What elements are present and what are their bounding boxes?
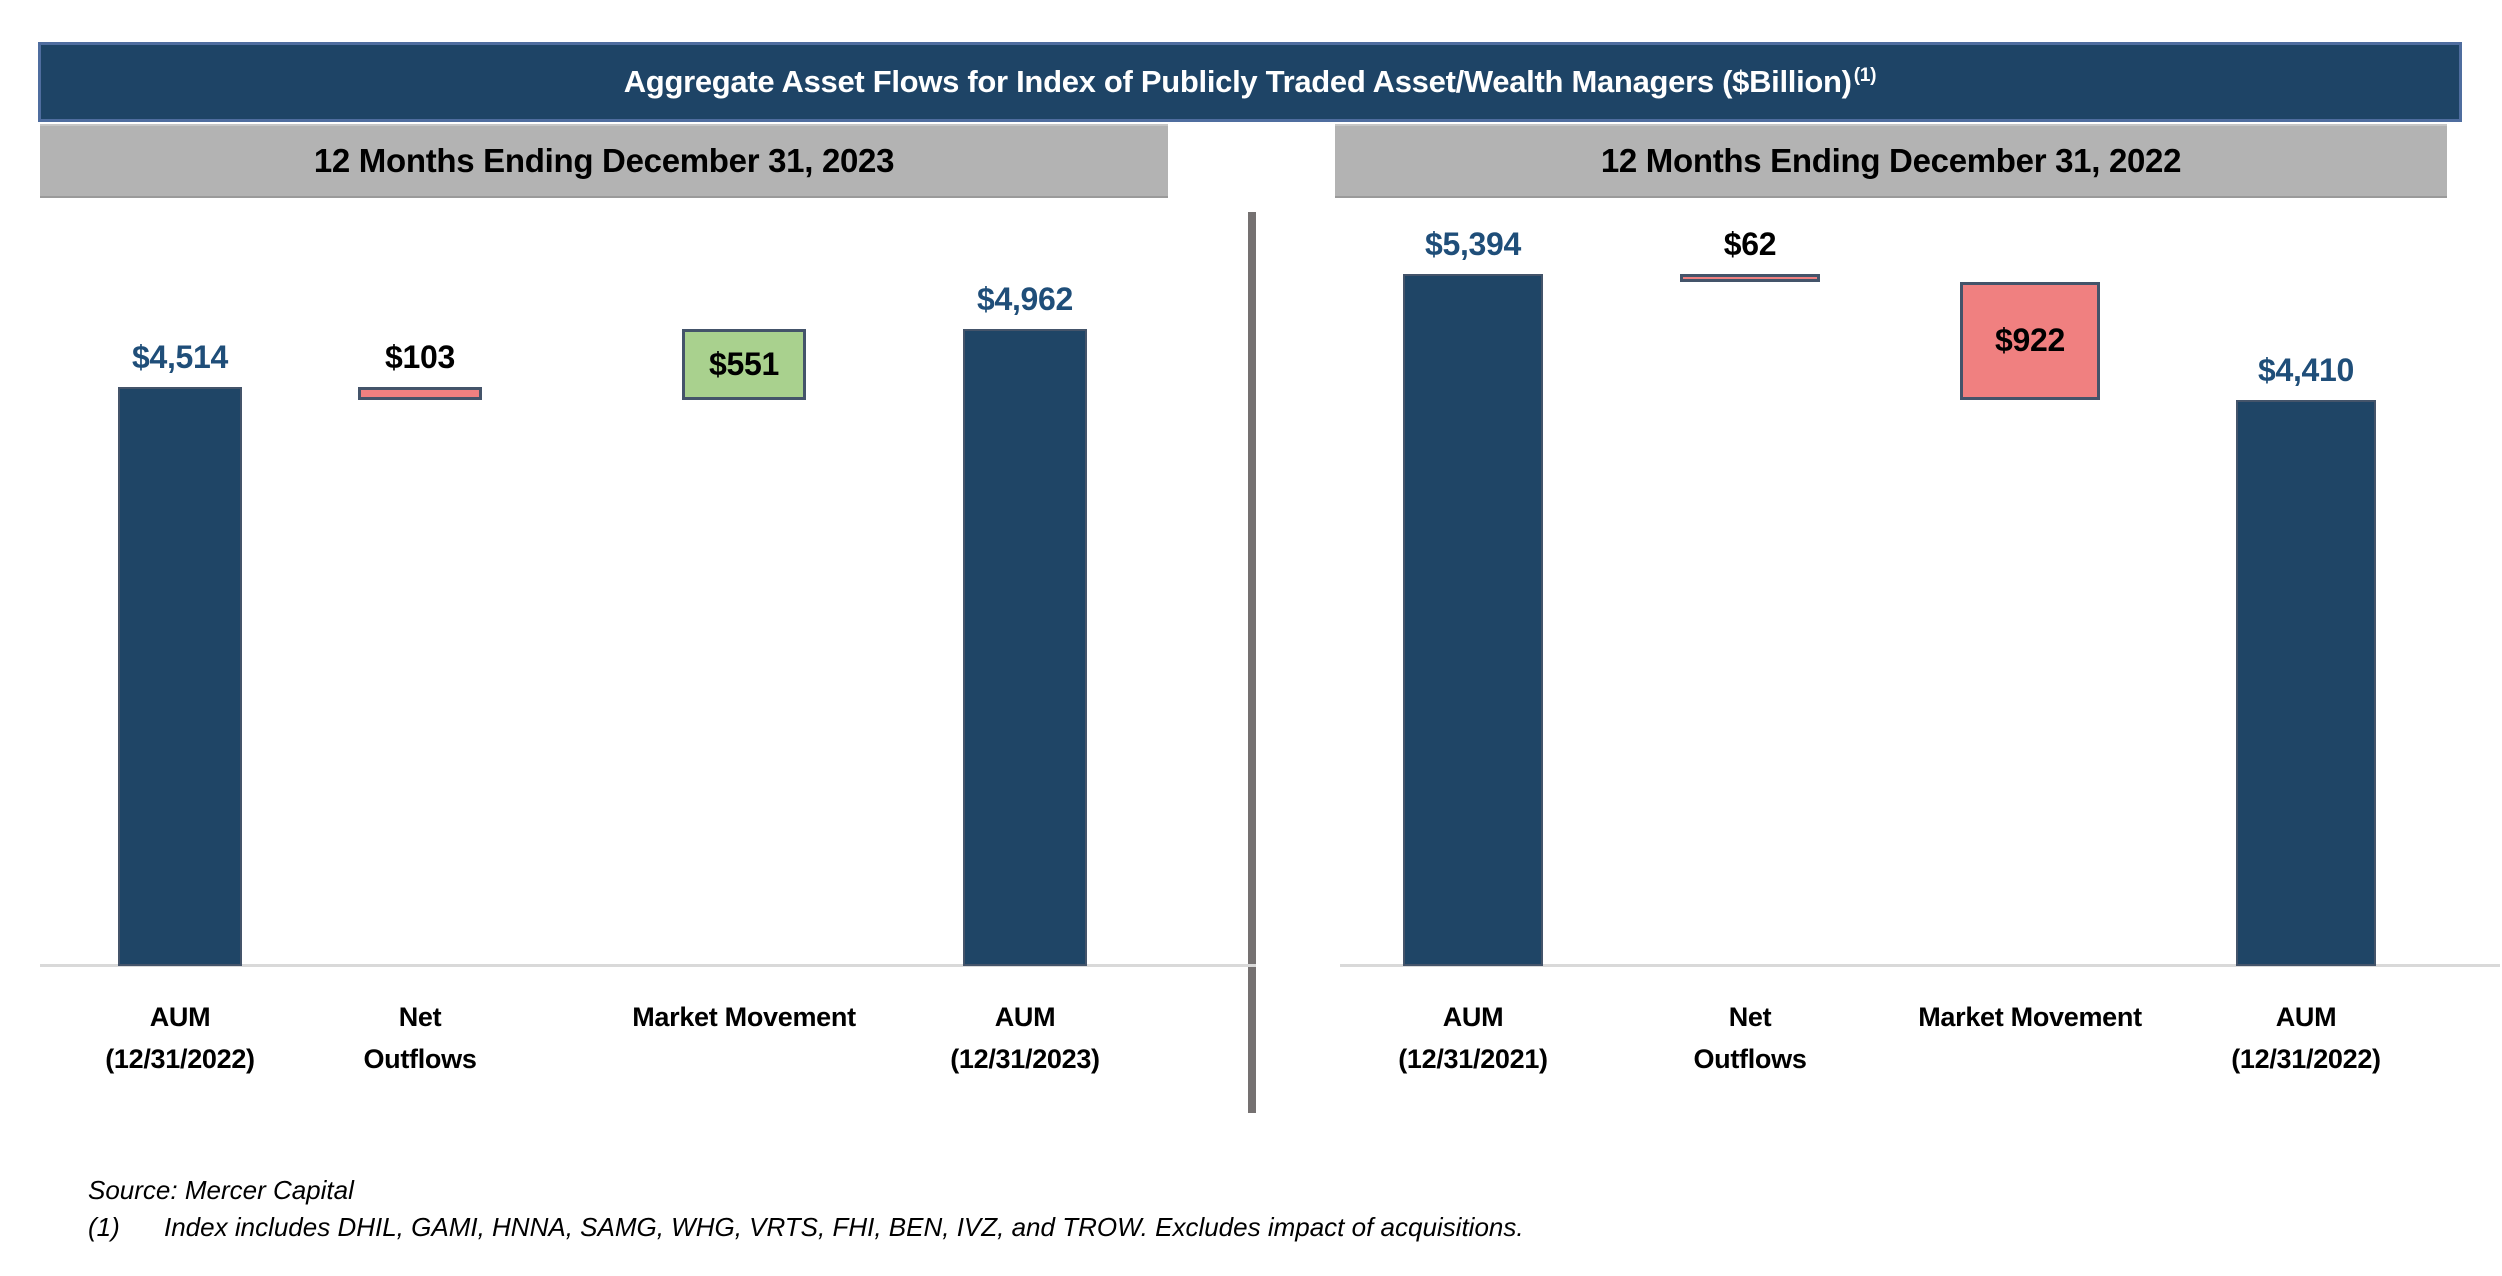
- bar-aum-12-31-2022: [118, 386, 242, 966]
- bar-value-label: $4,410: [2257, 352, 2355, 389]
- axis-label-line: (12/31/2021): [1398, 1044, 1548, 1074]
- axis-label-aum-12-31-2022: AUM (12/31/2022): [20, 996, 340, 1080]
- section-header-2022: 12 Months Ending December 31, 2022: [1335, 124, 2447, 198]
- axis-label-line: (12/31/2023): [950, 1044, 1100, 1074]
- axis-label-aum-12-31-2021: AUM (12/31/2021): [1313, 996, 1633, 1080]
- bar-value-label: $551: [709, 345, 779, 382]
- axis-label-line: Net: [1728, 1002, 1772, 1032]
- footnote-text: Index includes DHIL, GAMI, HNNA, SAMG, W…: [164, 1212, 1524, 1242]
- axis-label-line: Net: [398, 1002, 442, 1032]
- bar-value-label: $4,514: [131, 338, 229, 375]
- bar-market-movement: [1960, 281, 2100, 401]
- axis-label-line: AUM: [2275, 1002, 2337, 1032]
- axis-label-aum-12-31-2022: AUM (12/31/2022): [2146, 996, 2466, 1080]
- bar-aum-12-31-2021: [1403, 274, 1543, 966]
- axis-label-line: Outflows: [363, 1044, 477, 1074]
- axis-label-line: (12/31/2022): [2231, 1044, 2381, 1074]
- title-footnote-superscript: (1): [1853, 64, 1877, 86]
- axis-label-net-outflows: Net Outflows: [260, 996, 580, 1080]
- axis-label-net-outflows: Net Outflows: [1590, 996, 1910, 1080]
- footnote-marker: (1): [88, 1212, 120, 1242]
- bar-value-label: $922: [1995, 322, 2065, 359]
- bar-market-movement: [682, 329, 806, 401]
- axis-label-line: Market Movement: [632, 1002, 856, 1032]
- chart-footer: Source: Mercer Capital (1) Index include…: [88, 1172, 1524, 1246]
- source-line: Source: Mercer Capital: [88, 1175, 354, 1205]
- bar-value-label: $62: [1723, 226, 1777, 262]
- axis-label-market-movement: Market Movement: [1870, 996, 2190, 1038]
- chart-title-bar: Aggregate Asset Flows for Index of Publi…: [38, 42, 2462, 122]
- section-divider: [1248, 212, 1256, 1113]
- bar-value-label: $103: [385, 338, 455, 375]
- axis-label-line: Outflows: [1693, 1044, 1807, 1074]
- axis-label-line: AUM: [149, 1002, 211, 1032]
- bar-value-label: $5,394: [1424, 226, 1522, 262]
- axis-label-line: (12/31/2022): [105, 1044, 255, 1074]
- bar-net-outflows: [358, 386, 482, 401]
- bar-value-label: $4,962: [976, 281, 1074, 318]
- bar-aum-12-31-2023: [963, 329, 1087, 966]
- bar-aum-12-31-2022: [2236, 400, 2376, 966]
- x-axis-line-left: [40, 964, 1256, 967]
- x-axis-line-right: [1340, 964, 2500, 967]
- axis-label-line: AUM: [1442, 1002, 1504, 1032]
- bar-net-outflows: [1680, 274, 1820, 282]
- axis-label-line: AUM: [994, 1002, 1056, 1032]
- section-header-2023: 12 Months Ending December 31, 2023: [40, 124, 1168, 198]
- axis-label-line: Market Movement: [1918, 1002, 2142, 1032]
- footnote-line: (1) Index includes DHIL, GAMI, HNNA, SAM…: [88, 1209, 1524, 1246]
- chart-title: Aggregate Asset Flows for Index of Publi…: [623, 64, 1877, 99]
- axis-label-aum-12-31-2023: AUM (12/31/2023): [865, 996, 1185, 1080]
- axis-label-market-movement: Market Movement: [584, 996, 904, 1038]
